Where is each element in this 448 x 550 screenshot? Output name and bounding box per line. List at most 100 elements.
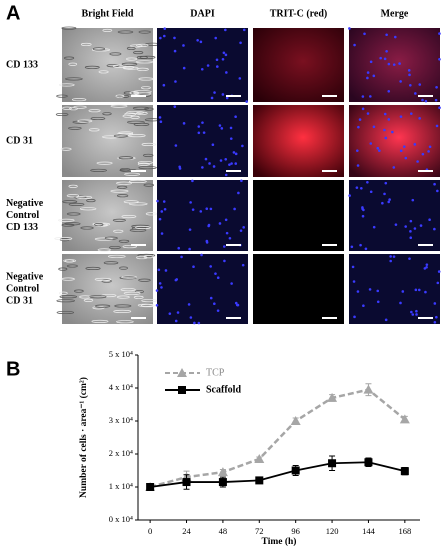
nucleus — [230, 162, 233, 165]
nucleus — [192, 265, 195, 269]
cell — [118, 156, 134, 160]
nucleus — [196, 38, 199, 42]
row-label: CD 133 — [6, 222, 38, 233]
marker — [178, 386, 186, 394]
nucleus — [225, 96, 229, 100]
nucleus — [240, 179, 243, 183]
nucleus — [421, 152, 425, 156]
nucleus — [202, 131, 206, 134]
cell — [79, 207, 97, 211]
nucleus — [174, 80, 177, 83]
micrograph — [349, 254, 440, 324]
nucleus — [234, 152, 238, 156]
x-tick-label: 144 — [362, 526, 376, 536]
nucleus — [208, 162, 211, 165]
legend-label: Scaffold — [206, 384, 241, 395]
nucleus — [175, 278, 179, 281]
cell — [58, 83, 75, 87]
row-label: CD 133 — [6, 59, 38, 70]
nucleus — [215, 58, 219, 62]
row-label: Negative — [6, 198, 44, 209]
cell — [136, 67, 149, 71]
nucleus — [164, 269, 168, 272]
nucleus — [214, 36, 218, 40]
cell — [126, 57, 138, 61]
nucleus — [159, 120, 163, 123]
nucleus — [209, 265, 212, 268]
cell — [66, 212, 81, 216]
nucleus — [434, 98, 438, 102]
nucleus — [433, 302, 437, 305]
nucleus — [391, 130, 394, 134]
nucleus — [206, 64, 210, 67]
nucleus — [234, 115, 237, 119]
nucleus — [155, 289, 159, 292]
cell — [97, 248, 111, 252]
nucleus — [387, 118, 391, 121]
cell — [112, 218, 126, 222]
nucleus — [200, 67, 204, 71]
nucleus — [435, 315, 438, 319]
cell — [73, 105, 87, 109]
nucleus — [372, 125, 376, 129]
nucleus — [191, 179, 194, 183]
nucleus — [383, 112, 387, 116]
nucleus — [376, 289, 380, 293]
nucleus — [401, 290, 405, 293]
cell — [58, 218, 75, 222]
nucleus — [368, 288, 372, 291]
nucleus — [224, 218, 228, 222]
nucleus — [435, 124, 439, 128]
nucleus — [239, 41, 242, 45]
nucleus — [197, 125, 201, 128]
nucleus — [385, 49, 388, 53]
row-label: Control — [6, 210, 39, 221]
cell — [109, 245, 121, 250]
nucleus — [157, 268, 161, 272]
nucleus — [366, 181, 369, 184]
nucleus — [234, 162, 238, 165]
nucleus — [155, 303, 159, 307]
nucleus — [407, 69, 411, 72]
x-tick-label: 24 — [182, 526, 191, 536]
cell — [145, 212, 158, 216]
row-label: Negative — [6, 271, 44, 282]
cell — [79, 295, 92, 299]
cell — [137, 162, 150, 166]
nucleus — [408, 257, 411, 260]
micrograph — [157, 180, 248, 251]
nucleus — [361, 95, 365, 98]
nucleus — [369, 95, 372, 98]
nucleus — [224, 157, 228, 161]
panel-label: B — [6, 358, 20, 380]
nucleus — [177, 246, 181, 250]
marker — [328, 459, 337, 468]
nucleus — [348, 194, 351, 197]
nucleus — [211, 143, 215, 147]
cell — [56, 94, 68, 98]
nucleus — [415, 313, 418, 316]
cell — [129, 228, 147, 232]
nucleus — [404, 225, 407, 228]
micrograph — [349, 105, 440, 177]
nucleus — [411, 313, 415, 316]
nucleus — [230, 282, 233, 285]
cell — [135, 60, 154, 64]
cell — [59, 295, 77, 299]
nucleus — [228, 236, 232, 240]
cell — [128, 202, 148, 206]
nucleus — [221, 93, 225, 96]
cell — [116, 181, 132, 185]
nucleus — [425, 263, 429, 266]
cell — [55, 112, 69, 117]
nucleus — [220, 127, 224, 130]
row-label: CD 31 — [6, 295, 33, 306]
nucleus — [383, 192, 386, 196]
nucleus — [223, 259, 226, 263]
nucleus — [393, 35, 397, 39]
cell — [128, 179, 147, 184]
cell — [141, 142, 157, 146]
nucleus — [384, 136, 388, 140]
cell — [132, 106, 150, 110]
